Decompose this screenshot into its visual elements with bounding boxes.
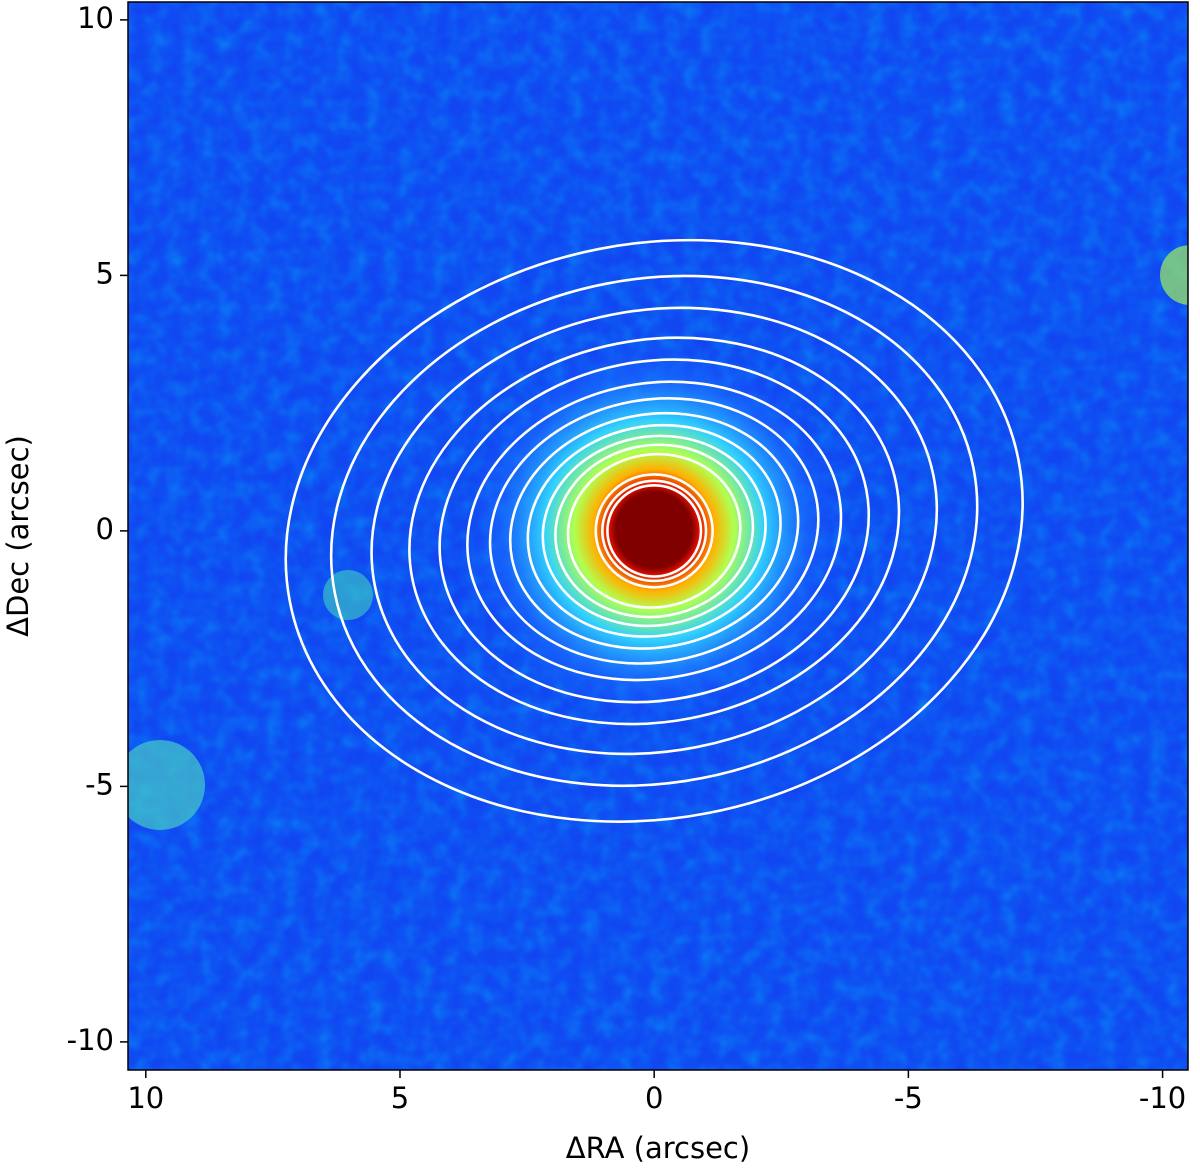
isophote-ellipse xyxy=(566,452,742,609)
source-blob xyxy=(128,740,205,830)
source-blob xyxy=(323,570,373,620)
isophote-ellipse xyxy=(329,274,979,788)
x-tick-label: -10 xyxy=(1139,1081,1186,1115)
isophote-ellipse xyxy=(601,479,708,583)
isophote-ellipse xyxy=(408,336,901,726)
isophote-ellipse xyxy=(466,380,843,682)
isophote-ellipse xyxy=(554,443,755,619)
isophote-ellipse xyxy=(370,306,939,756)
x-axis-label: ΔRA (arcsec) xyxy=(566,1131,750,1165)
isophote-ellipse xyxy=(508,411,800,650)
isophote-ellipse xyxy=(541,434,767,628)
source-blob xyxy=(1160,245,1188,305)
isophote-ellipse xyxy=(606,483,703,578)
x-tick-label: 0 xyxy=(645,1081,663,1115)
y-tick-label: 0 xyxy=(96,512,114,546)
isophote-ellipse xyxy=(526,423,782,638)
image xyxy=(128,2,1188,1070)
y-axis-label: ΔDec (arcsec) xyxy=(1,435,35,637)
y-tick-label: -5 xyxy=(85,767,114,801)
y-tick-label: -10 xyxy=(67,1023,114,1057)
isophote-ellipse xyxy=(594,473,714,589)
y-tick-label: 10 xyxy=(77,1,114,35)
isophotes xyxy=(284,238,1024,823)
isophote-ellipse xyxy=(438,358,871,704)
x-tick-label: -5 xyxy=(894,1081,923,1115)
plot-frame xyxy=(127,1,1189,1071)
isophote-ellipse xyxy=(488,396,820,665)
y-tick-label: 5 xyxy=(96,256,114,290)
x-tick-label: 10 xyxy=(127,1081,164,1115)
x-tick-label: 5 xyxy=(391,1081,409,1115)
isophote-ellipse xyxy=(284,238,1024,823)
